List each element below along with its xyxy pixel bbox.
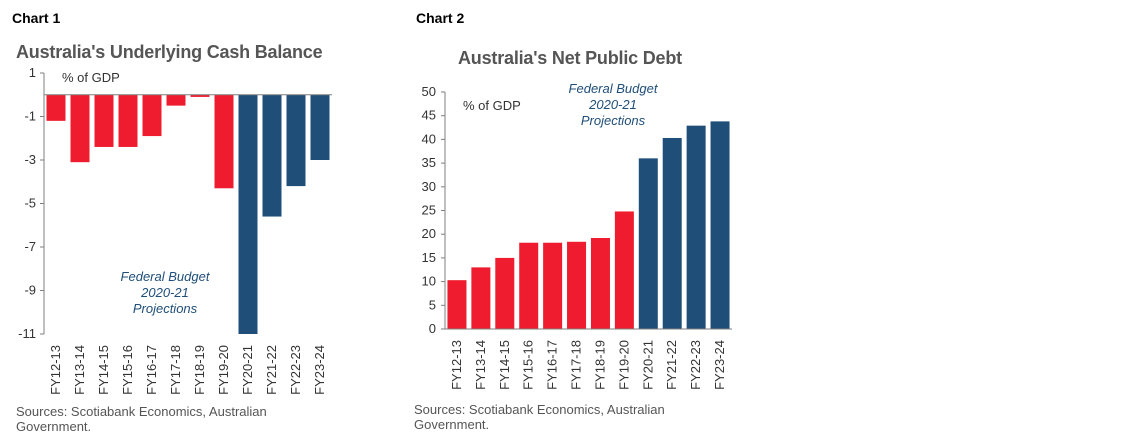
chart-2-bar	[447, 280, 467, 329]
chart-1-x-tick-label: FY21-22	[264, 345, 279, 395]
chart-1-bar	[118, 94, 138, 147]
chart-2-y-tick-label: 15	[422, 250, 436, 265]
chart-2-bar	[614, 211, 634, 329]
chart-2-x-tick-label: FY12-13	[449, 340, 464, 390]
chart-2-annotation-line: Federal Budget	[569, 81, 659, 96]
chart-2-x-tick-label: FY20-21	[640, 340, 655, 390]
chart-2-ylabel: % of GDP	[463, 98, 521, 113]
chart-1-x-tick-label: FY13-14	[72, 345, 87, 395]
chart-1-y-tick-label: -3	[24, 152, 36, 167]
chart-1-x-tick-label: FY12-13	[48, 345, 63, 395]
chart-1-x-tick-label: FY14-15	[96, 345, 111, 395]
chart-2-y-tick-label: 20	[422, 226, 436, 241]
chart-1-bar	[166, 94, 186, 106]
chart-1-bar	[262, 94, 282, 217]
chart-1-x-tick-label: FY19-20	[216, 345, 231, 395]
chart-1-x-tick-label: FY16-17	[144, 345, 159, 395]
chart-2-annotation-line: 2020-21	[588, 97, 637, 112]
chart-2-y-tick-label: 30	[422, 179, 436, 194]
chart-2-title: Australia's Net Public Debt	[458, 48, 682, 68]
chart-1-y-tick-label: -1	[24, 109, 36, 124]
chart-1-source: Sources: Scotiabank Economics, Australia…	[16, 404, 267, 434]
chart-1-y-tick-label: -7	[24, 239, 36, 254]
chart-2-bar	[590, 237, 610, 329]
chart-2-x-tick-label: FY13-14	[473, 340, 488, 390]
chart-2-y-tick-label: 10	[422, 274, 436, 289]
chart-2-y-tick-label: 40	[422, 131, 436, 146]
chart-2-x-tick-label: FY16-17	[545, 340, 560, 390]
chart-1-bar	[214, 94, 234, 189]
chart-2-bar	[519, 242, 539, 329]
chart-1-bar	[94, 94, 114, 147]
chart-2-x-tick-label: FY23-24	[712, 340, 727, 390]
chart-1-x-tick-label: FY15-16	[120, 345, 135, 395]
chart-2-bar	[638, 158, 658, 329]
chart-2-bar	[686, 125, 706, 330]
chart-2-y-tick-label: 45	[422, 108, 436, 123]
chart-2-x-tick-label: FY22-23	[688, 340, 703, 390]
chart-1-annotation-line: 2020-21	[140, 285, 189, 300]
chart-1-y-tick-label: -11	[18, 326, 36, 341]
chart-2-label: Chart 2	[416, 10, 465, 26]
chart-1-y-tick-label: -5	[24, 196, 36, 211]
chart-2-x-tick-label: FY21-22	[664, 340, 679, 390]
chart-1-bar	[238, 94, 258, 334]
chart-1-bar	[190, 94, 210, 97]
chart-1-y-tick-label: 1	[29, 65, 36, 80]
chart-2-y-tick-label: 0	[429, 321, 436, 336]
chart-1-annotation-line: Federal Budget	[121, 269, 211, 284]
chart-1-x-tick-label: FY22-23	[288, 345, 303, 395]
chart-2-annotation-line: Projections	[581, 113, 646, 128]
chart-2-bar	[471, 267, 491, 329]
chart-1-ylabel: % of GDP	[62, 70, 120, 85]
chart-2-bar	[543, 242, 563, 329]
chart-2-bar	[495, 257, 515, 329]
chart-1-x-tick-label: FY20-21	[240, 345, 255, 395]
chart-2-x-tick-label: FY15-16	[521, 340, 536, 390]
chart-2-source: Sources: Scotiabank Economics, Australia…	[414, 402, 665, 432]
chart-1-y-tick-label: -9	[24, 283, 36, 298]
chart-2-x-tick-label: FY17-18	[569, 340, 584, 390]
chart-2-x-tick-label: FY18-19	[592, 340, 607, 390]
chart-1-bar	[70, 94, 90, 163]
chart-2-y-tick-label: 5	[429, 297, 436, 312]
chart-2-y-tick-label: 50	[422, 84, 436, 99]
chart-1-bar	[286, 94, 306, 187]
chart-1-bar	[46, 94, 66, 121]
chart-2-x-tick-label: FY14-15	[497, 340, 512, 390]
chart-2-bar	[710, 121, 730, 329]
chart-1-bar	[310, 94, 330, 160]
chart-2-bar	[662, 137, 682, 329]
chart-1-x-tick-label: FY23-24	[312, 345, 327, 395]
chart-1-label: Chart 1	[12, 10, 61, 26]
chart-1-x-tick-label: FY17-18	[168, 345, 183, 395]
chart-2-x-tick-label: FY19-20	[616, 340, 631, 390]
chart-1-title: Australia's Underlying Cash Balance	[16, 42, 323, 62]
chart-2-y-tick-label: 35	[422, 155, 436, 170]
chart-2-bar	[567, 241, 587, 329]
chart-1-annotation-line: Projections	[133, 301, 198, 316]
chart-1-bar	[142, 94, 162, 137]
chart-1-x-tick-label: FY18-19	[192, 345, 207, 395]
chart-2-y-tick-label: 25	[422, 203, 436, 218]
